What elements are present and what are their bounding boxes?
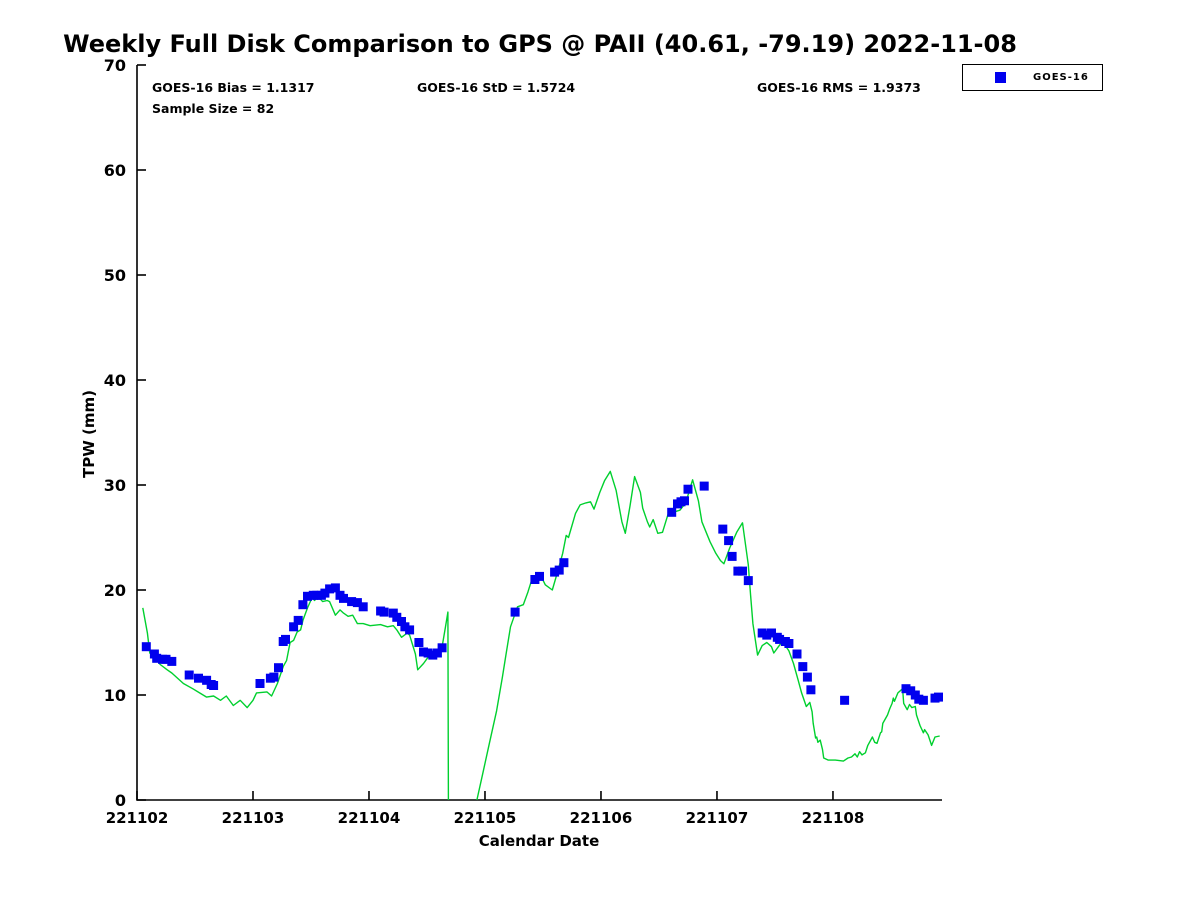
goes16-marker — [202, 675, 212, 685]
goes16-marker — [184, 670, 194, 680]
y-tick-label: 10 — [104, 686, 126, 705]
goes16-marker — [432, 648, 442, 658]
y-tick-label: 70 — [104, 56, 126, 75]
gps-line — [476, 470, 940, 801]
goes16-marker — [901, 684, 911, 694]
goes16-marker — [724, 536, 734, 546]
goes16-marker — [320, 588, 330, 598]
goes16-marker — [274, 663, 283, 673]
goes16-marker — [840, 695, 850, 705]
y-tick-label: 0 — [115, 791, 126, 810]
stat-rms: GOES-16 RMS = 1.9373 — [757, 80, 921, 95]
goes16-marker — [303, 591, 312, 601]
goes16-marker — [667, 507, 677, 517]
y-tick-label: 40 — [104, 371, 126, 390]
goes16-marker — [352, 598, 362, 608]
x-tick-label: 221103 — [222, 809, 285, 827]
stat-sample-size: Sample Size = 82 — [152, 101, 275, 116]
goes16-marker — [255, 679, 265, 688]
goes16-marker — [414, 638, 424, 647]
goes16-marker — [802, 672, 812, 682]
goes16-marker — [437, 643, 447, 653]
y-tick-label: 60 — [104, 161, 126, 180]
x-tick-label: 221108 — [802, 809, 865, 827]
goes16-marker — [784, 639, 794, 648]
goes16-marker — [161, 654, 171, 664]
goes16-marker — [269, 672, 279, 682]
y-tick-label: 30 — [104, 476, 126, 495]
goes16-marker — [680, 496, 689, 506]
goes16-marker — [358, 602, 368, 612]
goes16-marker — [330, 583, 340, 593]
goes16-marker — [397, 617, 406, 626]
chart-title: Weekly Full Disk Comparison to GPS @ PAI… — [63, 30, 1017, 58]
x-tick-label: 221107 — [686, 809, 749, 827]
goes16-marker — [727, 551, 737, 561]
goes16-marker — [209, 681, 219, 690]
goes16-marker — [325, 584, 335, 594]
goes16-marker — [530, 575, 540, 584]
goes16-marker — [683, 484, 693, 494]
goes16-marker — [798, 662, 808, 672]
goes16-marker — [757, 628, 767, 638]
x-tick-label: 221104 — [338, 809, 401, 827]
goes16-marker — [762, 630, 772, 640]
goes16-marker — [298, 600, 308, 610]
legend[interactable]: GOES-16 — [962, 64, 1103, 91]
goes16-marker — [550, 567, 560, 577]
goes16-marker — [379, 607, 389, 617]
x-axis-label: Calendar Date — [478, 832, 600, 850]
goes16-marker — [718, 524, 728, 534]
goes16-marker — [141, 642, 151, 652]
goes16-marker — [510, 607, 520, 617]
goes16-marker — [738, 566, 747, 576]
goes16-marker — [733, 566, 743, 576]
goes16-marker — [405, 625, 415, 635]
goes16-marker — [312, 590, 322, 600]
goes16-marker — [347, 597, 357, 607]
goes16-marker — [194, 673, 203, 683]
goes16-marker — [914, 694, 924, 704]
legend-label: GOES-16 — [1033, 72, 1089, 83]
goes16-marker — [806, 685, 816, 695]
goes16-marker — [152, 653, 162, 663]
goes16-marker — [559, 558, 569, 568]
goes16-marker — [428, 650, 438, 660]
axes — [136, 65, 942, 801]
goes16-marker — [419, 647, 428, 657]
goes16-marker — [767, 628, 776, 638]
stat-bias: GOES-16 Bias = 1.1317 — [152, 80, 315, 95]
goes16-marker — [392, 612, 402, 622]
goes16-marker — [743, 576, 753, 586]
goes16-marker — [699, 481, 709, 491]
goes16-marker — [554, 565, 564, 575]
goes16-marker — [281, 634, 290, 644]
x-tick-label: 221106 — [570, 809, 633, 827]
goes16-marker — [918, 695, 928, 705]
stat-std: GOES-16 StD = 1.5724 — [417, 80, 576, 95]
y-tick-label: 50 — [104, 266, 126, 285]
goes16-marker — [167, 656, 177, 666]
x-tick-label: 221105 — [454, 809, 517, 827]
y-tick-label: 20 — [104, 581, 126, 600]
x-tick-label: 221102 — [106, 809, 169, 827]
goes16-marker — [400, 622, 410, 632]
goes16-marker — [339, 593, 348, 603]
goes16-marker — [934, 692, 943, 702]
goes16-marker — [423, 648, 433, 658]
goes16-marker — [906, 686, 916, 696]
goes16-marker — [775, 634, 785, 644]
goes16-marker — [293, 615, 303, 625]
goes16-marker — [792, 649, 802, 659]
goes16-marker — [535, 571, 544, 581]
goes16-marker — [289, 622, 299, 632]
legend-marker-square-icon — [995, 72, 1006, 83]
